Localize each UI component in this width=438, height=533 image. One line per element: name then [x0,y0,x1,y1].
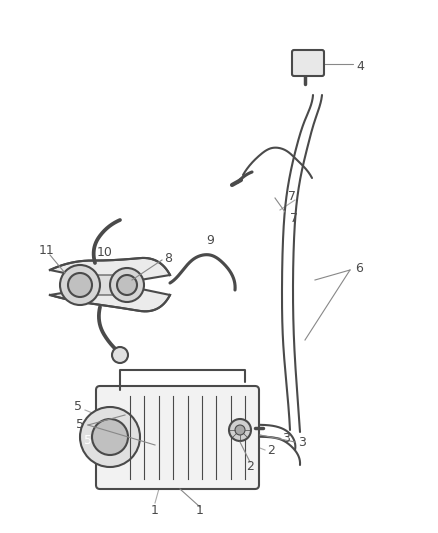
Text: 2: 2 [267,443,275,456]
Text: 1: 1 [151,504,159,516]
Circle shape [68,273,92,297]
Text: 11: 11 [39,244,55,256]
Circle shape [92,419,128,455]
Circle shape [60,265,100,305]
Text: 10: 10 [97,246,113,260]
Polygon shape [50,258,170,311]
Text: 2: 2 [246,459,254,472]
Circle shape [80,407,140,467]
Text: 3: 3 [298,435,306,448]
Text: 5: 5 [74,400,82,413]
Text: 4: 4 [356,61,364,74]
FancyBboxPatch shape [74,275,133,295]
Text: 7: 7 [290,212,298,224]
Circle shape [229,419,251,441]
Circle shape [112,347,128,363]
Text: 9: 9 [206,233,214,246]
Text: 5: 5 [76,418,84,432]
Circle shape [117,275,137,295]
Text: 6: 6 [355,262,363,274]
Text: 8: 8 [164,253,172,265]
FancyBboxPatch shape [292,50,324,76]
Text: 5: 5 [84,433,92,447]
Text: 1: 1 [196,505,204,518]
Text: 3: 3 [282,432,290,445]
Circle shape [235,425,245,435]
FancyBboxPatch shape [96,386,259,489]
Circle shape [110,268,144,302]
Text: 7: 7 [288,190,296,203]
